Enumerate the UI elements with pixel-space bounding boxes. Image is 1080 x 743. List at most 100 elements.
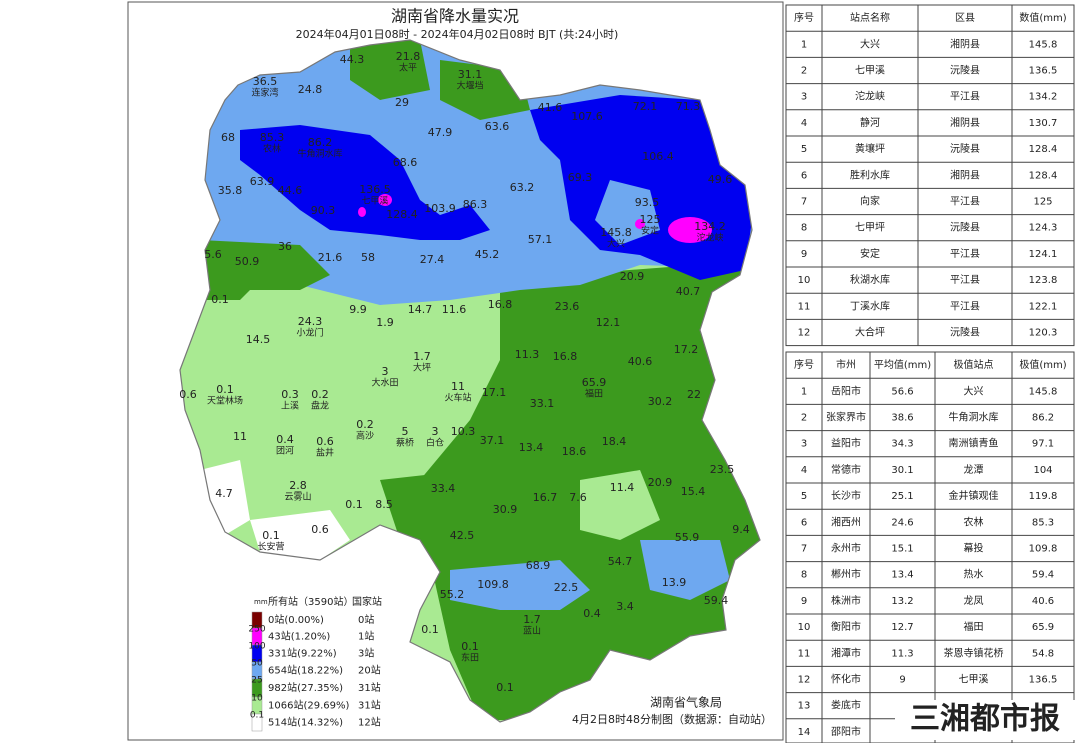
table-cell: 胜利水库: [850, 168, 890, 181]
station-name: 蔡桥: [396, 437, 414, 449]
table-cell: 120.3: [1029, 328, 1058, 339]
station-value: 21.6: [318, 251, 343, 264]
table-cell: 54.8: [1032, 648, 1054, 659]
station-value: 40.7: [676, 285, 701, 298]
station-value: 0.6: [316, 435, 334, 448]
station-value: 3: [432, 425, 439, 438]
station-value: 0.1: [496, 681, 514, 694]
station-value: 10.3: [451, 425, 476, 438]
table-cell: 七甲溪: [959, 674, 989, 686]
table-cell: 134.2: [1029, 92, 1058, 103]
station-value: 16.8: [488, 298, 513, 311]
table-cell: 9: [801, 249, 807, 260]
station-name: 天堂林场: [207, 395, 243, 407]
station-name: 七甲溪: [361, 195, 388, 207]
station-value: 63.6: [485, 120, 510, 133]
station-value: 14.5: [246, 333, 271, 346]
table-cell: 11: [798, 648, 811, 659]
table-cell: 1: [801, 39, 807, 50]
table-cell: 张家界市: [826, 411, 866, 424]
station-value: 49.6: [708, 173, 733, 186]
table-cell: 59.4: [1032, 570, 1054, 581]
legend-all: 982站(27.35%): [268, 681, 343, 694]
station-value: 18.6: [562, 445, 587, 458]
table-cell: 8: [801, 223, 807, 234]
zone: [635, 219, 645, 229]
station-value: 1.7: [413, 350, 431, 363]
station-value: 85.3: [260, 131, 285, 144]
table-cell: 3: [801, 92, 807, 103]
zone: [668, 217, 712, 243]
station-value: 0.4: [583, 607, 601, 620]
table-cell: 南洲镇青鱼: [949, 437, 999, 450]
table-cell: 9: [899, 675, 905, 686]
legend-national: 1站: [358, 630, 374, 643]
table-cell: 2: [801, 66, 807, 77]
station-value: 15.4: [681, 485, 706, 498]
table-cell: 幕投: [964, 542, 984, 555]
station-name: 农林: [263, 143, 281, 155]
station-value: 31.1: [458, 68, 483, 81]
table-cell: 13.4: [891, 570, 913, 581]
table-cell: 7: [801, 544, 807, 555]
station-value: 58: [361, 251, 375, 264]
legend-all: 0站(0.00%): [268, 613, 324, 626]
table-border: [785, 4, 1075, 347]
table-cell: 沅陵县: [950, 142, 980, 155]
table-cell: 平江县: [950, 248, 980, 260]
legend-all: 514站(14.32%): [268, 716, 343, 729]
table-cell: 5: [801, 144, 807, 155]
station-value: 44.3: [340, 53, 365, 66]
watermark: 三湘都市报: [910, 702, 1060, 737]
table-cell: 136.5: [1029, 675, 1058, 686]
table-header: 区县: [955, 12, 975, 24]
station-name: 小龙门: [296, 327, 323, 339]
station-value: 14.7: [408, 303, 433, 316]
station-value: 17.1: [482, 386, 507, 399]
table-cell: 13.2: [891, 596, 913, 607]
table-cell: 4: [801, 465, 807, 476]
table-header: 数值(mm): [1019, 11, 1066, 24]
station-value: 20.9: [648, 476, 673, 489]
legend-national: 20站: [358, 664, 381, 677]
zone: [358, 207, 366, 217]
station-name: 高沙: [356, 430, 374, 442]
table-cell: 湘阴县: [950, 37, 980, 50]
station-value: 11.3: [515, 348, 540, 361]
table-cell: 邵阳市: [831, 725, 861, 738]
station-value: 5.6: [204, 248, 222, 261]
station-value: 24.3: [298, 315, 323, 328]
legend-all: 331站(9.22%): [268, 647, 337, 660]
map-subtitle: 2024年04月01日08时 - 2024年04月02日08时 BJT (共:2…: [296, 27, 619, 41]
station-value: 44.6: [278, 184, 303, 197]
table-cell: 34.3: [891, 439, 913, 450]
station-value: 145.8: [600, 226, 632, 239]
station-value: 11: [233, 430, 247, 443]
station-value: 90.3: [311, 204, 336, 217]
legend-threshold: 100: [248, 642, 265, 652]
station-value: 1.7: [523, 613, 541, 626]
station-value: 0.1: [216, 383, 234, 396]
station-name: 太平: [399, 62, 417, 74]
station-value: 47.9: [428, 126, 453, 139]
table-cell: 牛角洞水库: [949, 411, 999, 424]
station-value: 125: [640, 213, 661, 226]
station-value: 69.3: [568, 171, 593, 184]
station-name: 蓝山: [523, 625, 541, 637]
station-value: 7.6: [569, 491, 587, 504]
table-header: 市州: [836, 358, 856, 371]
table-cell: 38.6: [891, 413, 913, 424]
station-value: 63.9: [250, 175, 275, 188]
table-header: 站点名称: [850, 11, 890, 24]
station-value: 45.2: [475, 248, 500, 261]
table-cell: 永州市: [831, 542, 861, 555]
station-name: 连家湾: [251, 87, 278, 99]
station-value: 2.8: [289, 479, 307, 492]
station-value: 29: [395, 96, 409, 109]
station-value: 36: [278, 240, 292, 253]
table-cell: 136.5: [1029, 66, 1058, 77]
map-title: 湖南省降水量实况: [391, 7, 519, 26]
table-cell: 热水: [964, 568, 984, 581]
station-value: 55.2: [440, 588, 465, 601]
legend-all: 43站(1.20%): [268, 630, 330, 643]
